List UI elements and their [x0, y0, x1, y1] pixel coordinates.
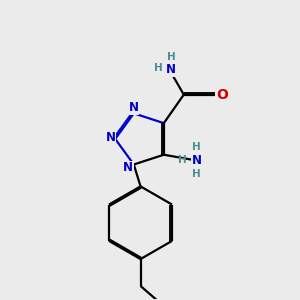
Text: O: O: [216, 88, 228, 102]
Text: N: N: [106, 131, 116, 144]
Text: H: H: [154, 63, 163, 74]
Text: H: H: [192, 142, 201, 152]
Text: N: N: [123, 161, 133, 174]
Text: H: H: [192, 169, 201, 178]
Text: H: H: [167, 52, 176, 62]
Text: H: H: [178, 155, 187, 165]
Text: N: N: [192, 154, 202, 167]
Text: N: N: [129, 101, 139, 114]
Text: N: N: [166, 64, 176, 76]
